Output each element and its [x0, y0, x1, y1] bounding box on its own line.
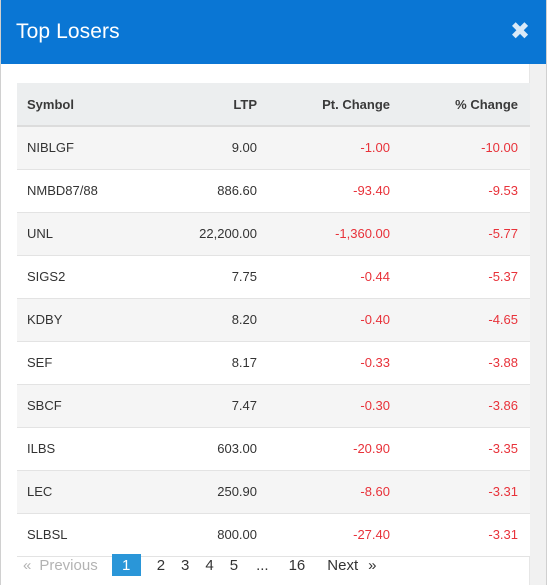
- cell-pct-change: -3.31: [488, 527, 518, 542]
- scrollbar-thumb[interactable]: [534, 66, 542, 106]
- cell-pt-change: -93.40: [353, 183, 390, 198]
- table-row[interactable]: SLBSL 800.00 -27.40 -3.31: [17, 513, 530, 556]
- pagination-page-2[interactable]: 2: [156, 556, 166, 574]
- cell-symbol: SBCF: [27, 398, 62, 413]
- pagination-prev-arrow: «: [23, 556, 32, 574]
- cell-pct-change: -3.31: [488, 484, 518, 499]
- pagination: « Previous 1 2 3 4 5 ... 16 Next »: [23, 554, 380, 576]
- cell-symbol: NIBLGF: [27, 140, 74, 156]
- cell-pt-change: -1.00: [360, 140, 390, 156]
- cell-ltp: 250.90: [217, 484, 257, 499]
- cell-pct-change: -5.37: [488, 269, 518, 284]
- pagination-page-4[interactable]: 4: [205, 556, 214, 574]
- pagination-next-arrow[interactable]: »: [368, 556, 377, 574]
- table-body: NIBLGF 9.00 -1.00 -10.00 NMBD87/88 886.60 -93.…: [17, 126, 530, 556]
- cell-pct-change: -9.53: [488, 183, 518, 198]
- cell-ltp: 9.00: [231, 140, 257, 156]
- pagination-page-3[interactable]: 3: [181, 556, 190, 574]
- cell-ltp: 603.00: [217, 441, 257, 456]
- cell-pt-change: -0.30: [360, 398, 390, 413]
- cell-symbol: SIGS2: [27, 269, 66, 284]
- cell-ltp: 7.47: [231, 398, 257, 413]
- cell-ltp: 7.75: [231, 269, 257, 284]
- table-row[interactable]: UNL 22,200.00 -1,360.00 -5.77: [17, 212, 530, 255]
- cell-pt-change: -20.90: [353, 441, 390, 456]
- pagination-ellipsis: ...: [256, 556, 269, 574]
- cell-pct-change: -5.77: [488, 226, 518, 241]
- cell-symbol: SEF: [27, 355, 53, 370]
- table-row[interactable]: NMBD87/88 886.60 -93.40 -9.53: [17, 169, 530, 212]
- table-row[interactable]: KDBY 8.20 -0.40 -4.65: [17, 298, 530, 341]
- cell-pt-change: -0.44: [360, 269, 390, 284]
- cell-pct-change: -3.86: [488, 398, 518, 413]
- table-row[interactable]: SEF 8.17 -0.33 -3.88: [17, 341, 530, 384]
- cell-pt-change: -27.40: [353, 527, 390, 542]
- cell-ltp: 886.60: [217, 183, 257, 198]
- table-row[interactable]: SBCF 7.47 -0.30 -3.86: [17, 384, 530, 427]
- pagination-previous: Previous: [39, 556, 98, 574]
- pagination-next[interactable]: Next: [327, 556, 359, 574]
- cell-pt-change: -1,360.00: [335, 226, 390, 241]
- column-header-pt-change[interactable]: Pt. Change: [267, 83, 400, 127]
- table-row[interactable]: LEC 250.90 -8.60 -3.31: [17, 470, 530, 513]
- column-header-symbol[interactable]: Symbol: [17, 83, 137, 127]
- cell-symbol: UNL: [27, 226, 54, 241]
- table-row[interactable]: SIGS2 7.75 -0.44 -5.37: [17, 255, 530, 298]
- table-header-row: Symbol LTP Pt. Change % Change: [17, 83, 530, 127]
- cell-symbol: LEC: [27, 484, 53, 499]
- cell-symbol: KDBY: [27, 312, 63, 327]
- cell-pt-change: -0.33: [360, 355, 390, 370]
- column-header-pct-change[interactable]: % Change: [400, 83, 530, 127]
- cell-symbol: ILBS: [27, 441, 56, 456]
- cell-pct-change: -4.65: [488, 312, 518, 327]
- pagination-page-16[interactable]: 16: [288, 556, 306, 574]
- cell-pt-change: -0.40: [360, 312, 390, 327]
- cell-pct-change: -3.88: [488, 355, 518, 370]
- cell-symbol: NMBD87/88: [27, 183, 98, 198]
- pagination-page-1[interactable]: 1: [111, 554, 141, 576]
- modal-title: Top Losers: [16, 20, 120, 43]
- table-row[interactable]: ILBS 603.00 -20.90 -3.35: [17, 427, 530, 470]
- scrollbar[interactable]: [529, 64, 546, 585]
- close-icon[interactable]: ✖: [510, 18, 531, 45]
- column-header-ltp[interactable]: LTP: [137, 83, 267, 127]
- cell-ltp: 22,200.00: [199, 226, 257, 241]
- modal-body: Symbol LTP Pt. Change % Change NIBLGF 9.0…: [1, 64, 546, 585]
- cell-pct-change: -3.35: [488, 441, 518, 456]
- cell-ltp: 8.17: [231, 355, 257, 370]
- cell-pt-change: -8.60: [360, 484, 390, 499]
- losers-table: Symbol LTP Pt. Change % Change NIBLGF 9.0…: [17, 83, 530, 557]
- modal-header: Top Losers ✖: [1, 0, 546, 64]
- cell-symbol: SLBSL: [27, 527, 68, 542]
- cell-ltp: 8.20: [231, 312, 257, 327]
- cell-pct-change: -10.00: [481, 140, 518, 156]
- cell-ltp: 800.00: [217, 527, 257, 542]
- table-row[interactable]: NIBLGF 9.00 -1.00 -10.00: [17, 126, 530, 169]
- pagination-page-5[interactable]: 5: [229, 556, 239, 574]
